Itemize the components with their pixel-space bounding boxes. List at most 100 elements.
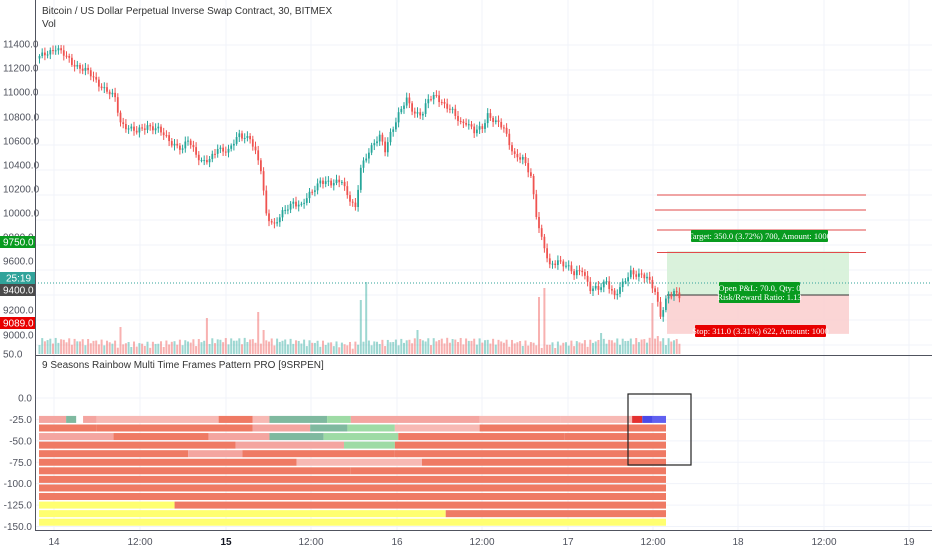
candle-body xyxy=(160,126,162,133)
candle-body xyxy=(268,213,270,222)
volume-bar xyxy=(330,342,333,354)
volume-bar xyxy=(68,338,71,354)
volume-bar xyxy=(151,341,154,354)
candle-body xyxy=(181,148,184,150)
volume-bar xyxy=(38,345,41,354)
volume-bar xyxy=(165,340,168,354)
candle-body xyxy=(278,217,281,223)
pnl-box[interactable]: Open P&L: 70.0, Qty: 0 Risk/Reward Ratio… xyxy=(717,282,802,303)
candle-body xyxy=(227,148,230,153)
volume-bar xyxy=(222,342,225,354)
volume-bar xyxy=(162,347,165,354)
candle-body xyxy=(116,97,119,113)
volume-bar xyxy=(394,339,397,354)
volume-bar xyxy=(513,343,516,354)
candle-body xyxy=(405,97,408,106)
candle-body xyxy=(152,126,154,131)
candlestick-series[interactable] xyxy=(38,44,681,322)
candle-body xyxy=(71,57,73,65)
volume-bar xyxy=(92,340,95,354)
volume-bar xyxy=(41,338,44,354)
candle-body xyxy=(656,291,659,302)
volume-bar xyxy=(322,340,324,354)
volume-bar xyxy=(273,345,276,354)
volume-bar xyxy=(205,318,208,354)
candle-body xyxy=(354,202,357,207)
volume-bar xyxy=(570,340,573,354)
volume-bar xyxy=(448,342,451,354)
candle-body xyxy=(133,126,135,131)
volume-bar xyxy=(308,340,311,354)
indicator-tick-label: 0.0 xyxy=(18,394,32,405)
price-tick-label: 11000.0 xyxy=(3,88,39,99)
candle-body xyxy=(203,160,206,162)
stop-box[interactable]: Stop: 311.0 (3.31%) 622, Amount: 1000 xyxy=(692,325,829,337)
volume-bar xyxy=(405,340,408,354)
volume-bar xyxy=(95,340,98,354)
candle-body xyxy=(238,133,241,138)
candle-body xyxy=(195,147,197,155)
heatmap-cell xyxy=(174,501,666,509)
volume-bar xyxy=(124,343,127,354)
volume-bar xyxy=(119,327,122,354)
candle-body xyxy=(562,261,565,267)
volume-bar xyxy=(573,346,576,354)
volume-bar xyxy=(108,342,111,354)
volume-bar xyxy=(621,338,624,354)
candle-body xyxy=(454,108,457,116)
candle-body xyxy=(540,228,543,237)
volume-bar xyxy=(619,344,621,354)
heatmap-cell xyxy=(344,441,395,449)
countdown-label: 25:19 xyxy=(0,272,35,285)
volume-bar xyxy=(470,340,473,354)
candle-body xyxy=(62,50,65,56)
volume-bar xyxy=(594,341,597,354)
volume-bar xyxy=(427,338,430,354)
candle-body xyxy=(119,112,122,123)
volume-bar xyxy=(559,345,562,354)
volume-bar xyxy=(203,340,206,354)
volume-bar xyxy=(114,340,117,354)
candle-body xyxy=(516,153,519,158)
candle-body xyxy=(400,108,403,113)
candle-body xyxy=(224,151,227,153)
volume-bar xyxy=(521,345,524,354)
volume-bar xyxy=(251,339,254,354)
heatmap-cell xyxy=(479,415,561,423)
selection-box[interactable] xyxy=(627,393,692,466)
heatmap-cell xyxy=(347,424,395,432)
candle-body xyxy=(327,180,330,182)
candle-body xyxy=(322,180,324,184)
price-tick-label: 9000.0 xyxy=(3,331,34,342)
volume-bar xyxy=(173,341,176,354)
heatmap-cell xyxy=(252,415,270,423)
heatmap-cell xyxy=(39,450,189,458)
candle-body xyxy=(565,265,567,267)
indicator-axis[interactable]: 0.0 -25.0 -50.0 -75.0 -100.0 -125.0 -150.0 xyxy=(4,394,33,534)
time-axis[interactable]: 14 12:00 15 12:00 16 12:00 17 12:00 18 12:00 19 xyxy=(48,537,915,548)
volume-bar xyxy=(659,341,662,354)
candle-body xyxy=(157,126,160,129)
candle-body xyxy=(168,135,170,142)
candle-body xyxy=(465,123,467,125)
volume-bar xyxy=(84,345,87,354)
volume-bar xyxy=(392,341,395,354)
candle-body xyxy=(122,122,125,125)
volume-bar xyxy=(408,339,411,354)
candle-body xyxy=(170,141,173,146)
volume-bar xyxy=(424,341,427,354)
volume-bar xyxy=(583,340,586,354)
candle-body xyxy=(584,272,586,276)
candle-body xyxy=(457,115,459,121)
volume-bar xyxy=(646,342,648,354)
volume-bar xyxy=(176,344,179,354)
heatmap-cell xyxy=(235,441,345,449)
candle-body xyxy=(222,147,224,152)
target-box[interactable]: Target: 350.0 (3.72%) 700, Amount: 1000 xyxy=(688,230,831,242)
candle-body xyxy=(311,191,314,193)
heatmap-cell xyxy=(39,467,351,475)
volume-bar xyxy=(378,344,381,354)
volume-bar xyxy=(413,338,416,354)
